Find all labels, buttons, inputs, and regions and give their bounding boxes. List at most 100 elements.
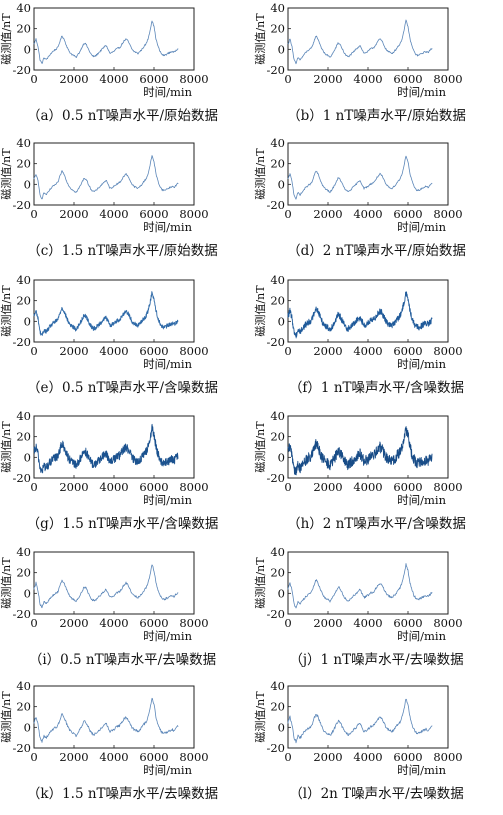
y-tick-label: 40 — [16, 409, 31, 423]
y-tick-label: 40 — [16, 273, 31, 287]
y-tick-label: 40 — [270, 545, 285, 559]
x-tick-label: 2000 — [313, 207, 342, 221]
plot-frame — [287, 142, 449, 206]
y-tick-label: 40 — [16, 545, 31, 559]
x-tick-label: 0 — [30, 480, 37, 494]
x-axis-label: 时间/min — [143, 357, 192, 371]
series-line — [33, 20, 179, 64]
x-axis-label: 时间/min — [397, 629, 446, 643]
plot-frame — [287, 551, 449, 615]
panel-caption: （d）2 nT噪声水平/原始数据 — [287, 243, 466, 259]
y-axis-label: 磁测值/nT — [254, 148, 267, 200]
x-tick-label: 2000 — [59, 750, 88, 764]
x-axis-label: 时间/min — [143, 493, 192, 507]
x-tick-label: 2000 — [59, 344, 88, 358]
series-line — [33, 564, 179, 609]
x-axis-label: 时间/min — [143, 629, 192, 643]
x-tick-label: 6000 — [139, 72, 168, 86]
x-tick-label: 2000 — [59, 72, 88, 86]
plot-frame — [287, 7, 449, 71]
x-tick-label: 4000 — [353, 480, 382, 494]
panel-caption: （h）2 nT噪声水平/含噪数据 — [287, 516, 466, 532]
x-tick-label: 4000 — [99, 750, 128, 764]
y-tick-label: -20 — [12, 471, 31, 485]
series-line — [287, 563, 433, 609]
plot-frame — [33, 415, 195, 479]
x-tick-label: 6000 — [139, 344, 168, 358]
x-tick-label: 8000 — [179, 750, 208, 764]
y-tick-label: -20 — [266, 741, 285, 755]
panel-caption: （f）1 nT噪声水平/含噪数据 — [289, 380, 464, 396]
y-axis-label: 磁测值/nT — [0, 148, 13, 200]
x-tick-label: 0 — [284, 480, 291, 494]
y-axis-label: 磁测值/nT — [0, 13, 13, 65]
x-tick-label: 2000 — [313, 480, 342, 494]
x-tick-label: 4000 — [99, 72, 128, 86]
x-tick-label: 6000 — [393, 72, 422, 86]
plot-frame — [287, 685, 449, 749]
y-tick-label: 0 — [278, 314, 285, 328]
y-tick-label: -20 — [12, 607, 31, 621]
x-tick-label: 0 — [284, 207, 291, 221]
x-tick-label: 2000 — [59, 616, 88, 630]
x-tick-label: 4000 — [353, 616, 382, 630]
x-tick-label: 6000 — [393, 616, 422, 630]
x-tick-label: 6000 — [393, 750, 422, 764]
series-line — [33, 697, 179, 743]
x-tick-label: 2000 — [59, 207, 88, 221]
y-axis-label: 磁测值/nT — [254, 13, 267, 65]
y-tick-label: -20 — [12, 63, 31, 77]
x-tick-label: 8000 — [433, 750, 462, 764]
x-tick-label: 4000 — [99, 616, 128, 630]
x-tick-label: 0 — [30, 72, 37, 86]
series-line — [33, 291, 179, 336]
y-tick-label: 0 — [24, 42, 31, 56]
plot-frame — [33, 7, 195, 71]
x-tick-label: 0 — [284, 616, 291, 630]
series-line — [287, 426, 433, 476]
y-tick-label: 40 — [16, 1, 31, 15]
y-tick-label: 20 — [270, 430, 285, 444]
y-tick-label: 40 — [16, 136, 31, 150]
x-tick-label: 2000 — [59, 480, 88, 494]
series-line — [287, 155, 433, 200]
y-tick-label: 20 — [270, 294, 285, 308]
y-axis-label: 磁测值/nT — [254, 691, 267, 743]
y-tick-label: 20 — [16, 157, 31, 171]
panel-caption: （j）1 nT噪声水平/去噪数据 — [289, 652, 463, 668]
y-tick-label: 20 — [16, 566, 31, 580]
y-axis-label: 磁测值/nT — [0, 691, 13, 743]
y-tick-label: 20 — [270, 22, 285, 36]
panel-caption: （e）0.5 nT噪声水平/含噪数据 — [27, 380, 218, 396]
y-tick-label: 0 — [24, 586, 31, 600]
panel-caption: （i）0.5 nT噪声水平/去噪数据 — [29, 652, 216, 668]
x-tick-label: 8000 — [433, 344, 462, 358]
x-axis-label: 时间/min — [143, 763, 192, 777]
x-tick-label: 6000 — [139, 750, 168, 764]
y-tick-label: -20 — [266, 471, 285, 485]
series-line — [287, 291, 433, 339]
x-tick-label: 6000 — [139, 616, 168, 630]
x-axis-label: 时间/min — [397, 763, 446, 777]
plot-frame — [287, 279, 449, 343]
x-tick-label: 4000 — [353, 750, 382, 764]
panel-caption: （l）2n T噪声水平/去噪数据 — [289, 786, 463, 802]
y-tick-label: 40 — [16, 679, 31, 693]
series-line — [287, 19, 433, 65]
x-tick-label: 4000 — [353, 207, 382, 221]
y-tick-label: -20 — [266, 198, 285, 212]
y-tick-label: -20 — [12, 198, 31, 212]
panel-caption: （a）0.5 nT噪声水平/原始数据 — [27, 108, 218, 124]
y-tick-label: 0 — [278, 450, 285, 464]
x-tick-label: 0 — [30, 616, 37, 630]
x-tick-label: 6000 — [139, 207, 168, 221]
x-tick-label: 4000 — [353, 72, 382, 86]
panel-caption: （c）1.5 nT噪声水平/原始数据 — [27, 243, 218, 259]
y-axis-label: 磁测值/nT — [0, 421, 13, 473]
